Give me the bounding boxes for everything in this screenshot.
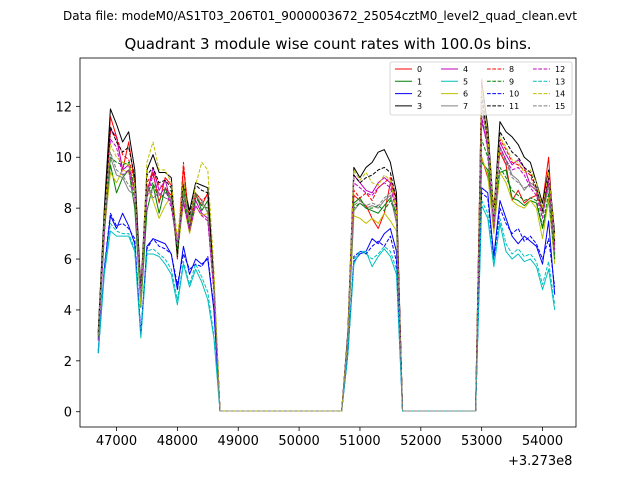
y-tick-label: 2 bbox=[64, 355, 72, 370]
x-tick-label: 54000 bbox=[522, 434, 563, 449]
x-offset-label: +3.273e8 bbox=[508, 454, 572, 469]
axes-frame bbox=[79, 57, 577, 428]
x-tick-label: 53000 bbox=[461, 434, 502, 449]
y-tick-label: 8 bbox=[64, 202, 72, 217]
legend-label-0: 0 bbox=[417, 65, 422, 74]
legend-label-5: 5 bbox=[463, 77, 468, 86]
legend-label-9: 9 bbox=[509, 77, 514, 86]
y-tick-label: 12 bbox=[55, 100, 72, 115]
legend-label-4: 4 bbox=[463, 65, 468, 74]
legend-label-8: 8 bbox=[509, 65, 514, 74]
series-line-15 bbox=[97, 105, 556, 412]
legend-label-1: 1 bbox=[417, 77, 422, 86]
legend-label-13: 13 bbox=[555, 77, 565, 86]
legend-label-10: 10 bbox=[509, 90, 519, 99]
legend-label-14: 14 bbox=[555, 90, 565, 99]
chart-suptitle: Data file: modeM0/AS1T03_206T01_90000036… bbox=[63, 9, 577, 23]
plot-series-group bbox=[97, 77, 556, 412]
y-tick-label: 6 bbox=[64, 253, 72, 268]
y-tick-label: 10 bbox=[55, 151, 72, 166]
x-tick-label: 50000 bbox=[278, 434, 319, 449]
legend-label-2: 2 bbox=[417, 90, 422, 99]
legend-label-15: 15 bbox=[555, 102, 565, 111]
x-tick-label: 48000 bbox=[157, 434, 198, 449]
y-tick-label: 4 bbox=[64, 304, 72, 319]
legend-label-3: 3 bbox=[417, 102, 422, 111]
legend-label-7: 7 bbox=[463, 102, 468, 111]
legend-label-11: 11 bbox=[509, 102, 519, 111]
x-tick-label: 47000 bbox=[96, 434, 137, 449]
x-tick-label: 49000 bbox=[218, 434, 259, 449]
x-axis: 47000 48000 49000 50000 51000 52000 53000 54000 bbox=[96, 427, 563, 449]
chart-title: Quadrant 3 module wise count rates with … bbox=[124, 35, 531, 53]
legend-label-12: 12 bbox=[555, 65, 565, 74]
legend-box bbox=[389, 61, 573, 116]
x-tick-label: 51000 bbox=[339, 434, 380, 449]
legend-label-6: 6 bbox=[463, 90, 468, 99]
x-tick-label: 52000 bbox=[400, 434, 441, 449]
y-axis: 0 2 4 6 8 10 12 bbox=[55, 100, 80, 421]
y-tick-label: 0 bbox=[64, 406, 72, 421]
